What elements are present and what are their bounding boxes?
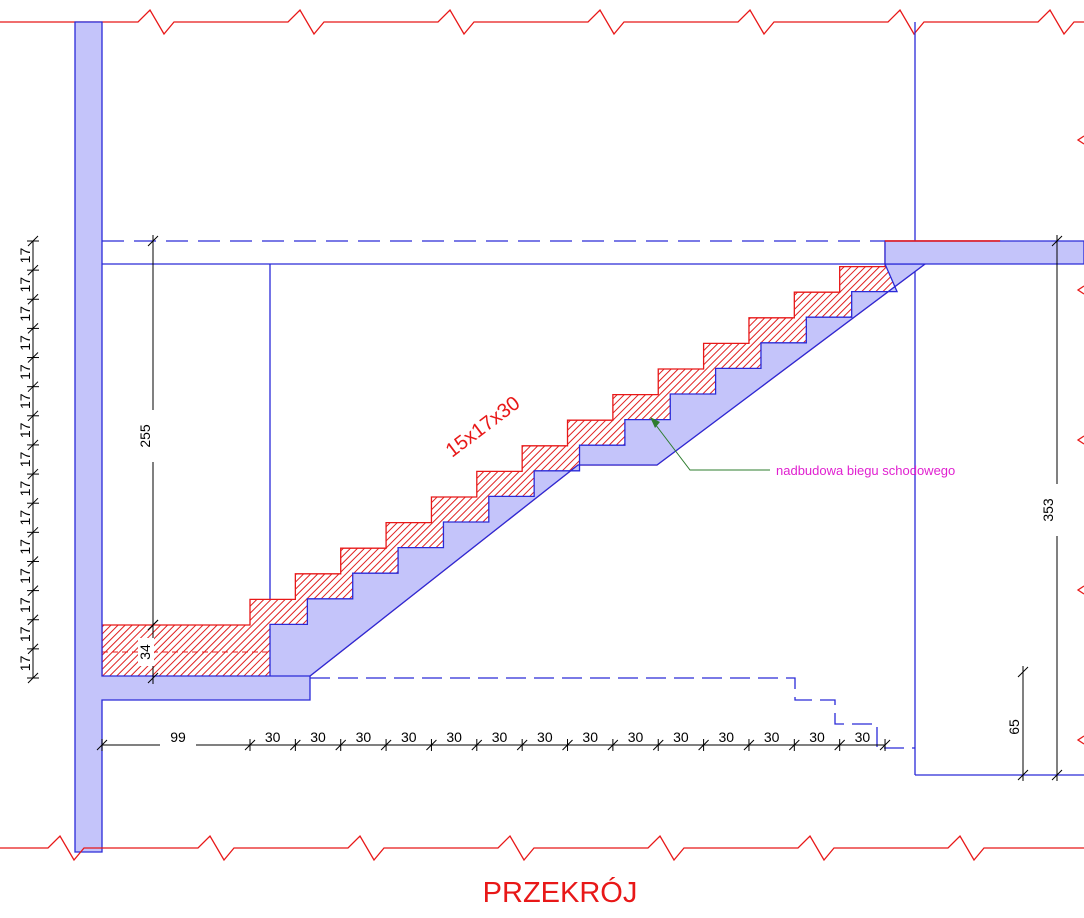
dim-label: 99	[170, 729, 186, 745]
dim-label: 30	[764, 729, 780, 745]
dim-label: 34	[137, 644, 153, 660]
label-bg	[138, 410, 154, 462]
label-bg	[398, 730, 419, 744]
dim-label: 17	[17, 306, 33, 322]
label-bg	[489, 730, 510, 744]
dim-label: 30	[492, 729, 508, 745]
dim-label: 17	[17, 248, 33, 264]
label-bg	[625, 730, 646, 744]
dim-label: 17	[17, 655, 33, 671]
dim-label: 30	[356, 729, 372, 745]
dim-label: 17	[17, 510, 33, 526]
label-bg	[138, 638, 154, 666]
label-bg	[1042, 484, 1058, 536]
label-bg	[444, 730, 465, 744]
dim-label: 30	[310, 729, 326, 745]
stair-concrete	[269, 263, 927, 679]
label-bg	[670, 730, 691, 744]
dim-label: 30	[809, 729, 825, 745]
dim-label: 353	[1040, 498, 1056, 522]
label-bg	[534, 730, 555, 744]
edge-mark	[1076, 585, 1084, 595]
label-bg	[308, 730, 329, 744]
dim-label: 17	[17, 597, 33, 613]
dim-label: 17	[17, 626, 33, 642]
dim-label: 17	[17, 364, 33, 380]
dim-label: 30	[673, 729, 689, 745]
dim-label: 255	[137, 424, 153, 448]
dim-label: 30	[718, 729, 734, 745]
label-bg	[807, 730, 827, 744]
edge-mark	[1076, 435, 1084, 445]
dim-label: 17	[17, 422, 33, 438]
dim-label: 30	[855, 729, 871, 745]
title: PRZEKRÓJ	[483, 876, 638, 909]
dim-label: 30	[628, 729, 644, 745]
dashed-floor	[310, 677, 915, 749]
leader-arrow	[650, 417, 660, 428]
label-bg	[761, 730, 782, 744]
break-line	[0, 8, 1084, 36]
annotation: nadbudowa biegu schodowego	[776, 463, 955, 478]
dim-label: 17	[17, 539, 33, 555]
dim-label: 17	[17, 277, 33, 293]
edge-mark	[1076, 135, 1084, 145]
label-bg	[580, 730, 601, 744]
dim-label: 17	[17, 568, 33, 584]
dim-label: 65	[1006, 719, 1022, 735]
label-bg	[353, 730, 374, 744]
dim-label: 17	[17, 481, 33, 497]
label-bg	[160, 732, 196, 746]
wall-and-slab	[74, 21, 311, 853]
edge-mark	[1076, 735, 1084, 745]
edge-mark	[1076, 285, 1084, 295]
dim-label: 17	[17, 393, 33, 409]
leader	[651, 419, 770, 471]
label-bg	[262, 730, 283, 744]
dim-label: 30	[582, 729, 598, 745]
label-bg	[852, 730, 873, 744]
dim-label: 30	[446, 729, 462, 745]
dim-label: 30	[401, 729, 417, 745]
dim-label: 30	[265, 729, 281, 745]
upper-slab	[884, 240, 1084, 265]
dim-label: 30	[537, 729, 553, 745]
break-line	[0, 834, 1084, 862]
dim-label: 17	[17, 335, 33, 351]
dim-label: 17	[17, 452, 33, 468]
label-bg	[716, 730, 737, 744]
